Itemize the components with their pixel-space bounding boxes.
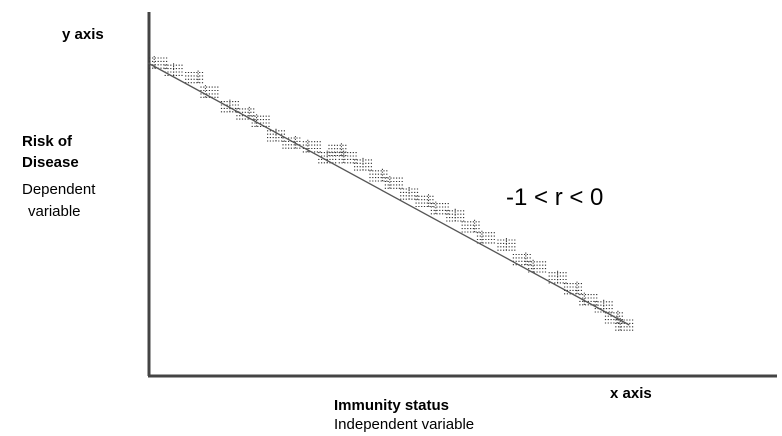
data-point [476, 230, 495, 245]
plot-axes [147, 12, 777, 378]
data-point [369, 168, 388, 183]
data-point [446, 208, 465, 223]
data-points [149, 56, 634, 332]
x-axis-label-line-2: Independent variable [334, 416, 475, 433]
data-point [384, 176, 403, 191]
data-point [251, 114, 270, 129]
data-point [267, 128, 285, 143]
y-axis-title: y axis [62, 26, 104, 43]
data-point [415, 194, 434, 209]
data-point [615, 318, 634, 332]
y-axis-label-line-4: variable [28, 203, 81, 220]
data-point [328, 143, 347, 158]
y-axis-label-line-1: Risk of [22, 133, 73, 150]
data-point [579, 292, 598, 307]
trend-line [147, 62, 630, 326]
data-point [512, 252, 531, 267]
data-point [164, 63, 183, 78]
data-point [185, 70, 204, 85]
data-point [430, 201, 449, 216]
data-point [497, 238, 516, 252]
data-point [200, 85, 219, 100]
data-point [564, 281, 582, 296]
data-point [400, 187, 419, 201]
data-point [528, 259, 547, 274]
data-point [461, 219, 480, 234]
y-axis-label-line-3: Dependent [22, 181, 96, 198]
x-axis-title: x axis [610, 385, 652, 402]
data-point [318, 150, 337, 165]
data-point [338, 150, 357, 165]
correlation-annotation: -1 < r < 0 [506, 184, 604, 211]
data-point [354, 157, 372, 172]
x-axis-label-line-1: Immunity status [334, 397, 450, 414]
y-axis-label-line-2: Disease [22, 154, 79, 171]
